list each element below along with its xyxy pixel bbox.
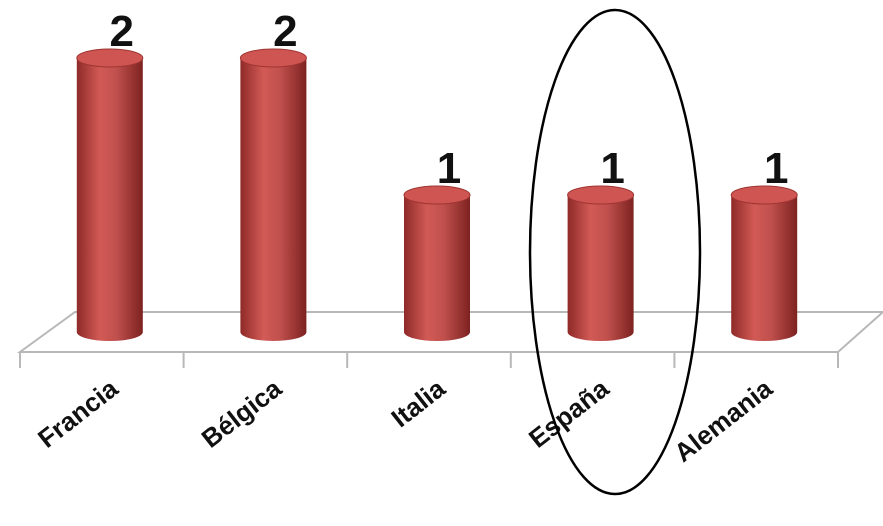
bar <box>404 195 470 341</box>
x-tick-label: Bélgica <box>196 373 288 454</box>
x-tick-label: Italia <box>386 373 452 433</box>
x-tick-label: España <box>523 373 615 454</box>
ticks <box>19 352 839 368</box>
bar <box>76 58 143 341</box>
data-label: 1 <box>600 144 624 193</box>
data-label: 1 <box>437 144 461 193</box>
bar-top <box>403 185 471 205</box>
x-tick-label: Francia <box>32 373 124 454</box>
data-label: 2 <box>273 7 297 56</box>
bar <box>567 195 634 341</box>
bar-top <box>239 48 307 68</box>
highlight-ellipse <box>528 8 702 496</box>
bar-top <box>567 185 635 205</box>
bar <box>240 58 307 341</box>
bar-top <box>76 48 144 68</box>
data-label: 1 <box>764 144 788 193</box>
data-label: 2 <box>110 7 134 56</box>
bar-top <box>730 185 798 205</box>
bar <box>731 195 798 341</box>
